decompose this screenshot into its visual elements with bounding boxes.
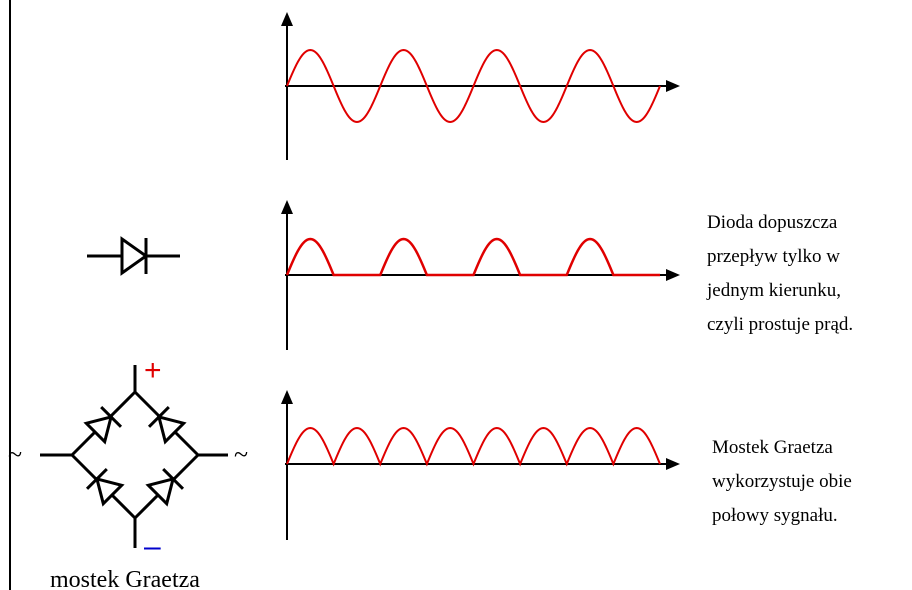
plot2-x-arrowhead (666, 269, 680, 281)
plot1-y-arrowhead (281, 12, 293, 26)
plot1-x-arrowhead (666, 80, 680, 92)
ac-sine-wave (286, 48, 661, 124)
diode-symbol-icon (87, 236, 180, 276)
ac-signal-plot (281, 12, 680, 160)
plus-sign: + (144, 354, 162, 387)
plot3-y-arrowhead (281, 390, 293, 404)
graetz-bridge-icon (40, 365, 228, 548)
plot2-y-arrowhead (281, 200, 293, 214)
ac-input-right-symbol: ~ (234, 440, 248, 469)
bridge-label: mostek Graetza (50, 567, 200, 590)
half-wave-rectified-wave (285, 237, 660, 277)
full-wave-plot (281, 390, 680, 540)
bridge-caption: Mostek Graetza wykorzystuje obie połowy … (712, 437, 857, 526)
diode-caption: Dioda dopuszcza przepływ tylko w jednym … (706, 212, 853, 335)
ac-input-left-symbol: ~ (8, 440, 22, 469)
half-wave-plot (281, 200, 680, 350)
minus-sign: – (144, 530, 161, 563)
full-wave-rectified-wave (286, 426, 661, 467)
plot3-x-arrowhead (666, 458, 680, 470)
